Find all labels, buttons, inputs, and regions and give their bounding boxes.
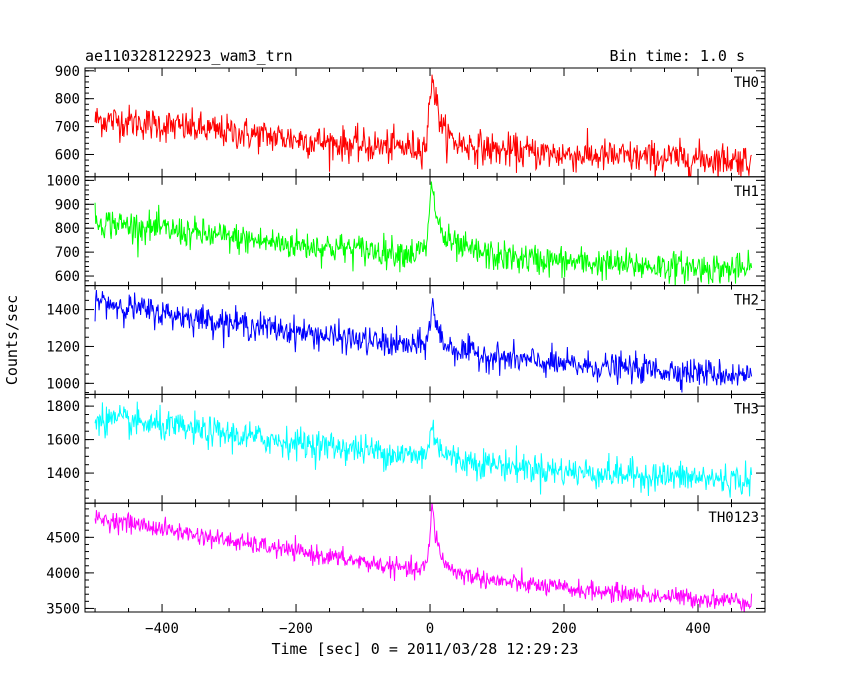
y-tick-label: 1200 [46, 339, 80, 355]
y-tick-label: 800 [55, 92, 80, 108]
series-line-th0 [94, 74, 752, 177]
y-tick-label: 1600 [46, 433, 80, 449]
panel-th2: 1000 1200 1400 TH2 [46, 285, 766, 395]
series-line-th0123 [94, 503, 753, 613]
panel-frame-th0123 [84, 502, 766, 613]
x-tick-label: 400 [685, 621, 710, 637]
x-tick-label: 200 [551, 621, 576, 637]
panel-label-th0123: TH0123 [708, 510, 759, 526]
y-tick-label: 1000 [46, 173, 80, 189]
y-tick-label: 3500 [46, 601, 80, 617]
y-tick-label: 600 [55, 269, 80, 285]
x-axis-label: Time [sec] 0 = 2011/03/28 12:29:23 [271, 640, 578, 658]
y-tick-label: 700 [55, 245, 80, 261]
y-axis-label: Counts/sec [3, 295, 21, 385]
y-tick-label: 900 [55, 64, 80, 80]
series-line-th1 [94, 181, 753, 286]
panel-th3: 1400 1600 1800 TH3 [46, 393, 766, 504]
panel-th0123: 3500 4000 4500 TH0123 [46, 502, 766, 617]
panel-frame-th3 [84, 393, 766, 504]
y-tick-label: 800 [55, 221, 80, 237]
x-tick-label: −200 [279, 621, 313, 637]
x-tick-label: −400 [145, 621, 179, 637]
series-line-th2 [94, 290, 753, 393]
y-tick-label: 600 [55, 147, 80, 163]
panel-label-th1: TH1 [734, 184, 759, 200]
x-tick-label: 0 [426, 621, 434, 637]
y-tick-label: 4500 [46, 530, 80, 546]
panel-stack: 600 700 800 900 TH0 600 700 800 900 1000 TH1 1000 12… [46, 64, 766, 637]
chart-title: ae110328122923_wam3_trn [85, 47, 293, 65]
y-tick-label: 4000 [46, 566, 80, 582]
y-tick-label: 1400 [46, 466, 80, 482]
y-tick-label: 1800 [46, 399, 80, 415]
y-tick-label: 1400 [46, 303, 80, 319]
y-tick-label: 700 [55, 120, 80, 136]
panel-label-th0: TH0 [734, 75, 759, 91]
bin-time-label: Bin time: 1.0 s [610, 47, 745, 65]
panel-th0: 600 700 800 900 TH0 [55, 64, 766, 178]
panel-th1: 600 700 800 900 1000 TH1 [46, 173, 766, 287]
panel-label-th3: TH3 [734, 401, 759, 417]
y-tick-label: 900 [55, 197, 80, 213]
y-tick-label: 1000 [46, 376, 80, 392]
panel-label-th2: TH2 [734, 293, 759, 309]
series-line-th3 [94, 401, 753, 498]
